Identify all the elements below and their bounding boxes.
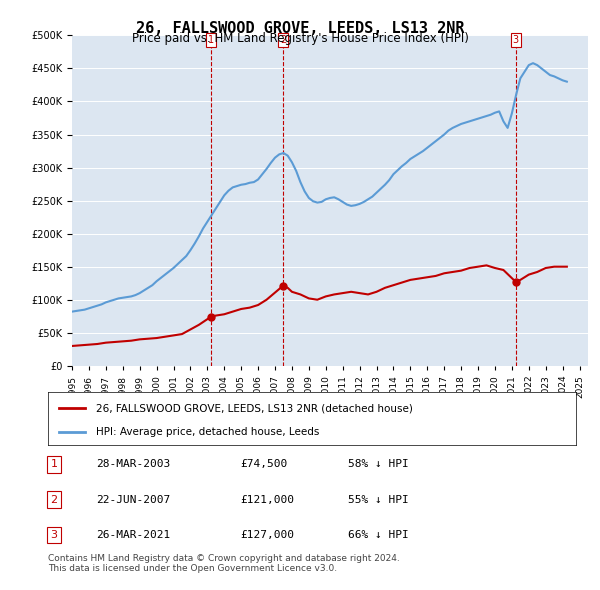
Text: 1: 1: [208, 35, 214, 45]
Text: 26, FALLSWOOD GROVE, LEEDS, LS13 2NR: 26, FALLSWOOD GROVE, LEEDS, LS13 2NR: [136, 21, 464, 35]
Text: 26, FALLSWOOD GROVE, LEEDS, LS13 2NR (detached house): 26, FALLSWOOD GROVE, LEEDS, LS13 2NR (de…: [95, 404, 412, 413]
Text: 1: 1: [50, 460, 58, 469]
Text: 66% ↓ HPI: 66% ↓ HPI: [348, 530, 409, 540]
Text: £74,500: £74,500: [240, 460, 287, 469]
Text: 3: 3: [50, 530, 58, 540]
Text: 2: 2: [50, 495, 58, 504]
Text: Contains HM Land Registry data © Crown copyright and database right 2024.
This d: Contains HM Land Registry data © Crown c…: [48, 554, 400, 573]
Text: 28-MAR-2003: 28-MAR-2003: [96, 460, 170, 469]
Text: 3: 3: [512, 35, 519, 45]
Text: £127,000: £127,000: [240, 530, 294, 540]
Text: 26-MAR-2021: 26-MAR-2021: [96, 530, 170, 540]
Text: HPI: Average price, detached house, Leeds: HPI: Average price, detached house, Leed…: [95, 427, 319, 437]
Text: 22-JUN-2007: 22-JUN-2007: [96, 495, 170, 504]
Text: 2: 2: [280, 35, 286, 45]
Text: 58% ↓ HPI: 58% ↓ HPI: [348, 460, 409, 469]
Text: 55% ↓ HPI: 55% ↓ HPI: [348, 495, 409, 504]
Text: £121,000: £121,000: [240, 495, 294, 504]
Text: Price paid vs. HM Land Registry's House Price Index (HPI): Price paid vs. HM Land Registry's House …: [131, 32, 469, 45]
